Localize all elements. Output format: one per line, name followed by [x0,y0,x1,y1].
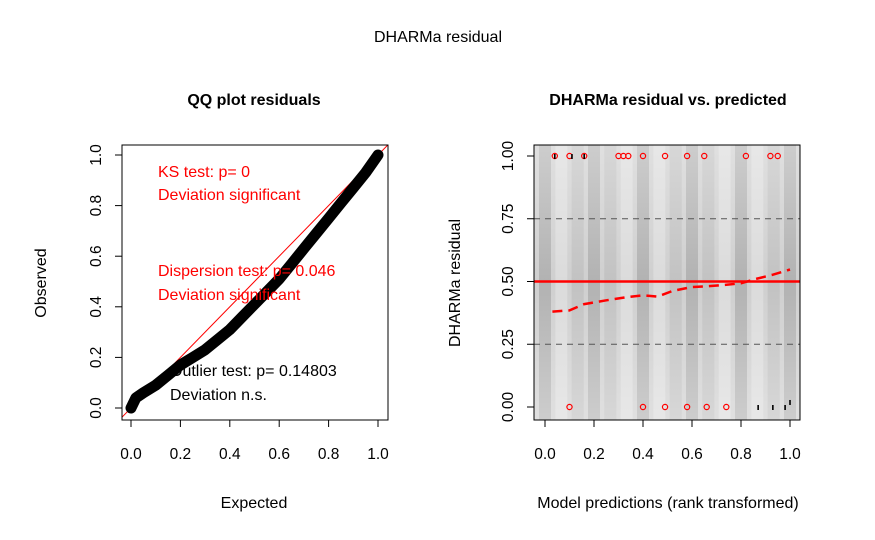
qq-x-tick-label: 0.6 [268,446,290,463]
qq-y-tick-label: 0.2 [88,347,105,369]
residual-y-tick-label: 1.00 [500,141,517,172]
residual-x-tick-label: 0.6 [681,446,703,463]
outlier-point-top [742,152,750,160]
outlier-point-top [767,152,774,160]
qq-axes: 0.0 0.2 0.4 0.6 0.8 1.0 0.0 0.2 0.4 0.6 0.8 1.0 [88,144,389,463]
outlier-point-top [774,152,781,160]
outlier-point-bottom [683,403,691,411]
residual-y-tick-label: 0.25 [500,329,517,359]
residual-y-tick-label: 0.75 [500,204,517,234]
qq-x-tick-label: 1.0 [367,446,389,463]
qq-plot-area [122,145,388,418]
qq-x-tick-label: 0.8 [318,446,340,463]
qq-y-tick-label: 0.4 [88,296,105,318]
residual-x-tick-label: 0.2 [583,446,605,463]
outlier-point-top [701,152,708,160]
qq-x-tick-label: 0.2 [170,446,192,463]
residual-quantile-curve [552,268,791,313]
outlier-deviation-text: Deviation n.s. [170,387,267,404]
residual-x-tick-label: 1.0 [779,446,801,463]
residual-point [784,405,786,410]
residual-x-tick-label: 0.8 [730,446,752,463]
residual-point [772,405,774,410]
qq-plot-panel: QQ plot residuals 0.0 0.2 0.4 0.6 0.8 1.00.00… [33,92,389,512]
ks-test-text: KS test: p= 0 [158,164,250,181]
qq-plot-title: QQ plot residuals [187,92,320,109]
qq-x-tick-label: 0.0 [120,446,142,463]
outlier-point-bottom [639,403,647,411]
outlier-point-bottom [566,403,573,411]
residual-vs-predicted-panel: DHARMa residual vs. predicted 0.0 0.2 0.4 0… [447,92,801,512]
residual-point [757,405,759,410]
residual-y-tick-label: 0.00 [500,392,517,423]
dispersion-test-text: Dispersion test: p= 0.046 [158,263,336,280]
residual-point [571,154,573,159]
residual-y-tick-label: 0.50 [500,266,517,297]
outlier-point-bottom [703,403,710,411]
qq-x-tick-label: 0.4 [219,446,241,463]
residual-point [554,154,556,159]
residual-point [789,399,791,405]
outlier-point-bottom [723,403,730,411]
qq-x-axis-label: Expected [221,495,288,512]
outlier-point-top [661,152,669,160]
residual-x-axis-label: Model predictions (rank transformed) [537,495,798,512]
outlier-point-top [683,152,691,160]
residual-x-tick-label: 0.0 [534,446,556,463]
page-title: DHARMa residual [374,29,502,46]
dispersion-deviation-text: Deviation significant [158,287,301,304]
qq-y-tick-label: 0.0 [88,397,105,419]
outlier-point-top [625,152,632,160]
qq-y-axis-label: Observed [33,248,50,317]
residual-axes: 0.0 0.2 0.4 0.6 0.8 1.0 0.00 0.25 0.50 0.75 1.00 [500,141,801,463]
qq-y-tick-label: 1.0 [88,144,105,166]
qq-y-tick-label: 0.8 [88,195,105,217]
ks-deviation-text: Deviation significant [158,187,301,204]
qq-points-series [125,149,384,414]
residual-y-axis-label: DHARMa residual [447,219,464,347]
residual-plot-title: DHARMa residual vs. predicted [549,92,786,109]
outlier-point-bottom [661,403,669,411]
outlier-test-text: Outlier test: p= 0.14803 [170,363,337,380]
residual-plot-area [534,145,800,420]
residual-point [583,154,585,159]
outlier-point-top [639,152,647,160]
residual-x-tick-label: 0.4 [632,446,654,463]
qq-y-tick-label: 0.6 [88,245,105,267]
